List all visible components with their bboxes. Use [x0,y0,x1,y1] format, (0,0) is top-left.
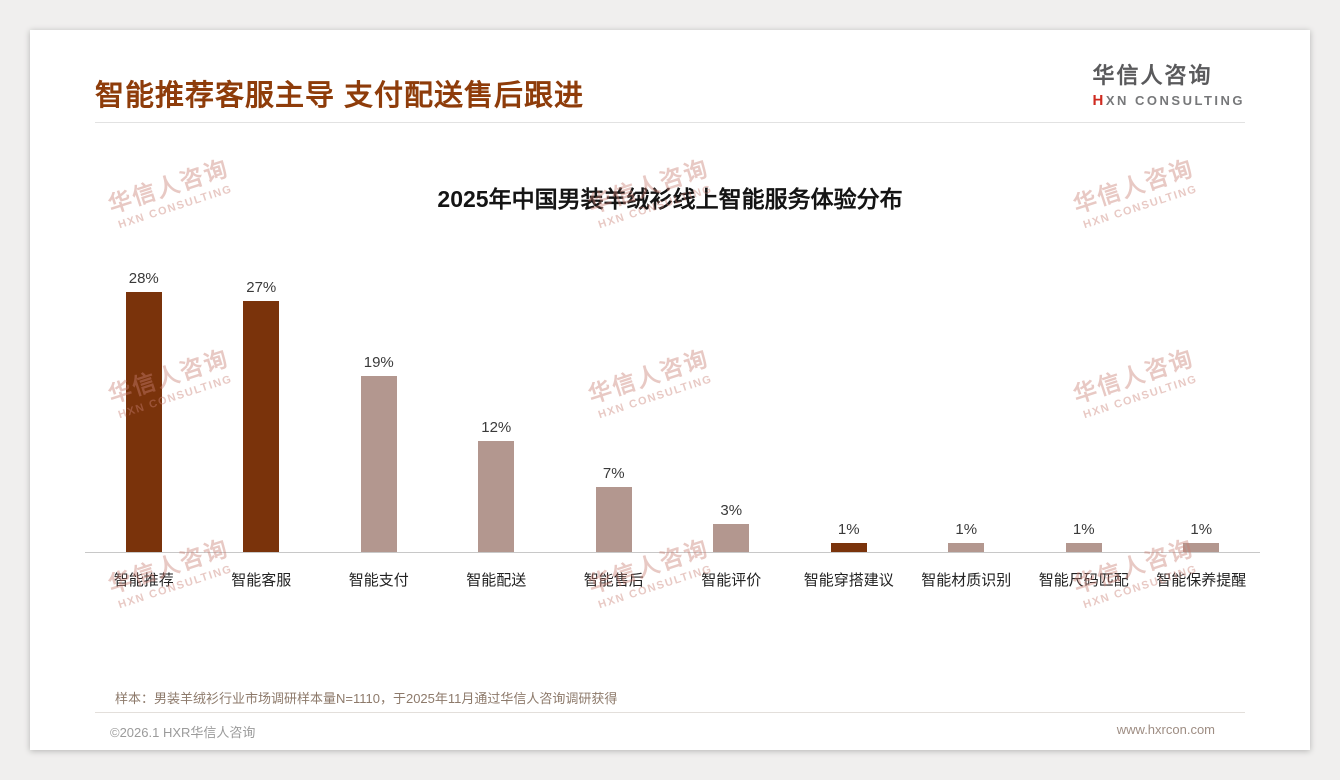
bar-column: 19% [320,354,438,552]
bar [595,487,632,552]
logo-en-rest: XN CONSULTING [1105,93,1245,108]
category-label: 智能评价 [701,572,762,589]
bar-value-label: 19% [363,354,394,371]
logo-cn-text: 华信人咨询 [1092,63,1213,88]
bar [948,543,985,552]
bar-value-label: 12% [481,419,512,436]
company-logo: 华信人咨询 HXN CONSULTING [1093,58,1246,109]
bar-value-label: 1% [1190,521,1213,538]
page-title: 智能推荐客服主导 支付配送售后跟进 [95,80,585,112]
bars-row: 28% 27% 19% 12% 7% 3% 1% 1% 1% 1% [85,263,1260,553]
logo-h-icon: H [1092,92,1106,109]
bar-column: 1% [790,521,908,552]
bar [125,292,162,552]
bar-column: 1% [1025,521,1143,552]
header-divider [95,122,1245,123]
bar [478,441,515,552]
bar [713,524,750,552]
bar-value-label: 27% [246,279,277,296]
category-label: 智能推荐 [113,572,174,589]
bar-value-label: 1% [1072,521,1095,538]
bar-column: 1% [1143,521,1261,552]
bar-chart: 28% 27% 19% 12% 7% 3% 1% 1% 1% 1% 智能推荐 智能客服 智能支付 智能配… [85,263,1260,590]
category-label: 智能保养提醒 [1156,572,1247,589]
category-label: 智能售后 [583,572,644,589]
logo-en-text: HXN CONSULTING [1093,92,1246,109]
bar-value-label: 1% [837,521,860,538]
slide-card: 智能推荐客服主导 支付配送售后跟进 华信人咨询 HXN CONSULTING 2… [30,30,1310,750]
categories-row: 智能推荐 智能客服 智能支付 智能配送 智能售后 智能评价 智能穿搭建议 智能材质识别 智能尺码… [85,553,1260,590]
footer-copyright: ©2026.1 HXR华信人咨询 [110,725,256,740]
bar [360,376,397,552]
bar-column: 28% [85,270,203,552]
category-label: 智能材质识别 [921,572,1012,589]
sample-note: 样本：男装羊绒衫行业市场调研样本量N=1110，于2025年11月通过华信人咨询… [115,691,618,706]
bar [1183,543,1220,552]
bar [1065,543,1102,552]
bar-value-label: 3% [720,502,743,519]
bar-column: 3% [673,502,791,552]
bar-column: 27% [203,279,321,552]
footer-website: www.hxrcon.com [1116,722,1215,737]
bar-value-label: 28% [128,270,159,287]
category-label: 智能客服 [231,572,292,589]
bar-value-label: 1% [955,521,978,538]
bar-column: 1% [908,521,1026,552]
chart-title: 2025年中国男装羊绒衫线上智能服务体验分布 [437,186,903,212]
category-label: 智能支付 [348,572,409,589]
bar [243,301,280,552]
category-label: 智能穿搭建议 [803,572,894,589]
category-label: 智能配送 [466,572,527,589]
bar-column: 7% [555,465,673,552]
bar [830,543,867,552]
category-label: 智能尺码匹配 [1038,572,1129,589]
footer-divider [95,712,1245,713]
bar-value-label: 7% [602,465,625,482]
bar-column: 12% [438,419,556,552]
